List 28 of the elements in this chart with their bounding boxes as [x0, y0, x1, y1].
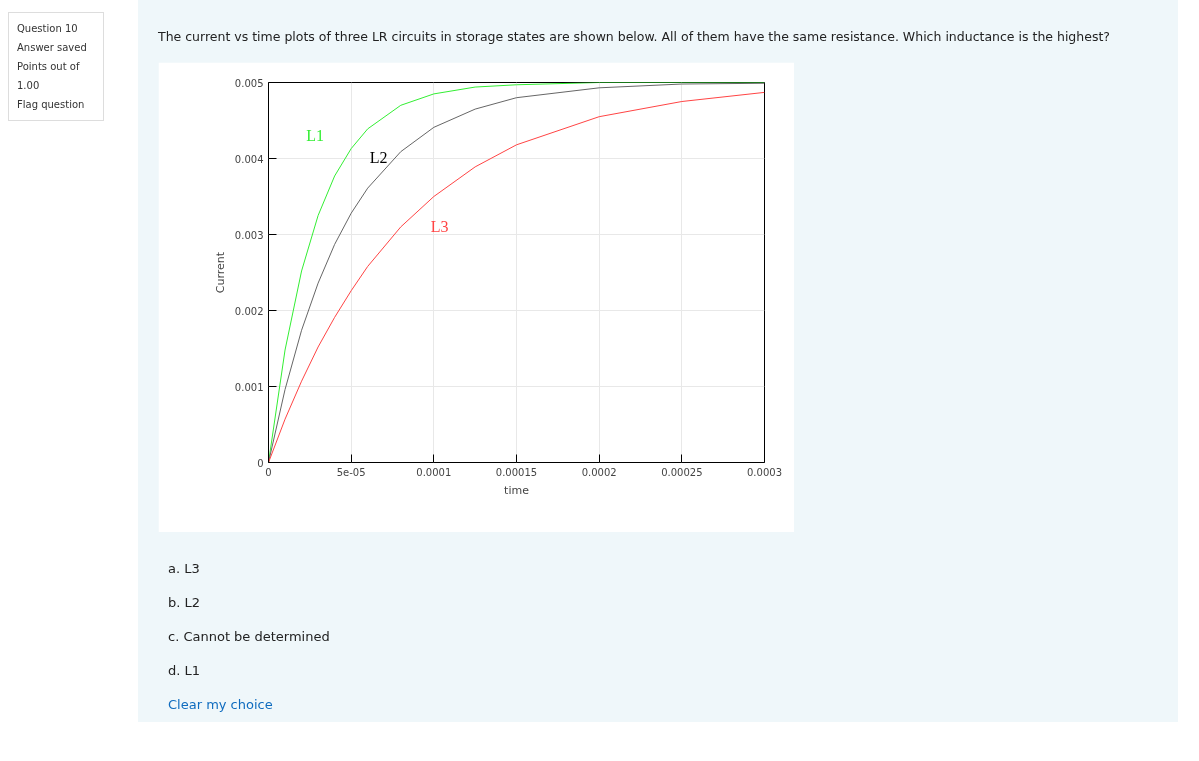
x-tick-label: 0.0001	[416, 466, 452, 478]
text: c. Cannot be determined	[168, 628, 330, 647]
y-tick-label: 0.003	[234, 229, 264, 241]
x-tick-label: 0	[265, 466, 272, 478]
text: a. L3	[168, 560, 201, 579]
text: Flag question	[17, 98, 86, 112]
text: Answer saved	[17, 41, 88, 55]
x-tick-label: 5e-05	[336, 466, 366, 478]
series-label: L2	[369, 149, 388, 167]
y-tick-label: 0.001	[234, 381, 264, 393]
y-tick-label: 0.005	[234, 77, 264, 89]
text: d. L1	[168, 662, 202, 681]
y-tick-label: 0.004	[234, 153, 264, 165]
x-tick-label: 0.0003	[747, 466, 782, 478]
x-tick-label: 0.00015	[495, 466, 538, 478]
series-label: L1	[306, 126, 324, 144]
text: b. L2	[168, 594, 202, 613]
text: Clear my choice	[168, 696, 274, 715]
x-tick-label: 0.00025	[661, 466, 703, 478]
x-tick-label: 0.0002	[581, 466, 617, 478]
text: Question 10	[17, 22, 79, 36]
text: Points out of 1.00	[17, 60, 81, 93]
y-tick-label: 0	[257, 457, 264, 469]
y-axis-title: Current	[213, 251, 227, 294]
y-tick-label: 0.002	[234, 305, 264, 317]
x-axis-title: time	[504, 483, 530, 497]
chart-title: The current vs time plots of three LR circuits in storage states are shown below. All of them have the same resistance. Which inductance is the highest?	[158, 28, 1110, 46]
series-label: L3	[430, 218, 449, 236]
